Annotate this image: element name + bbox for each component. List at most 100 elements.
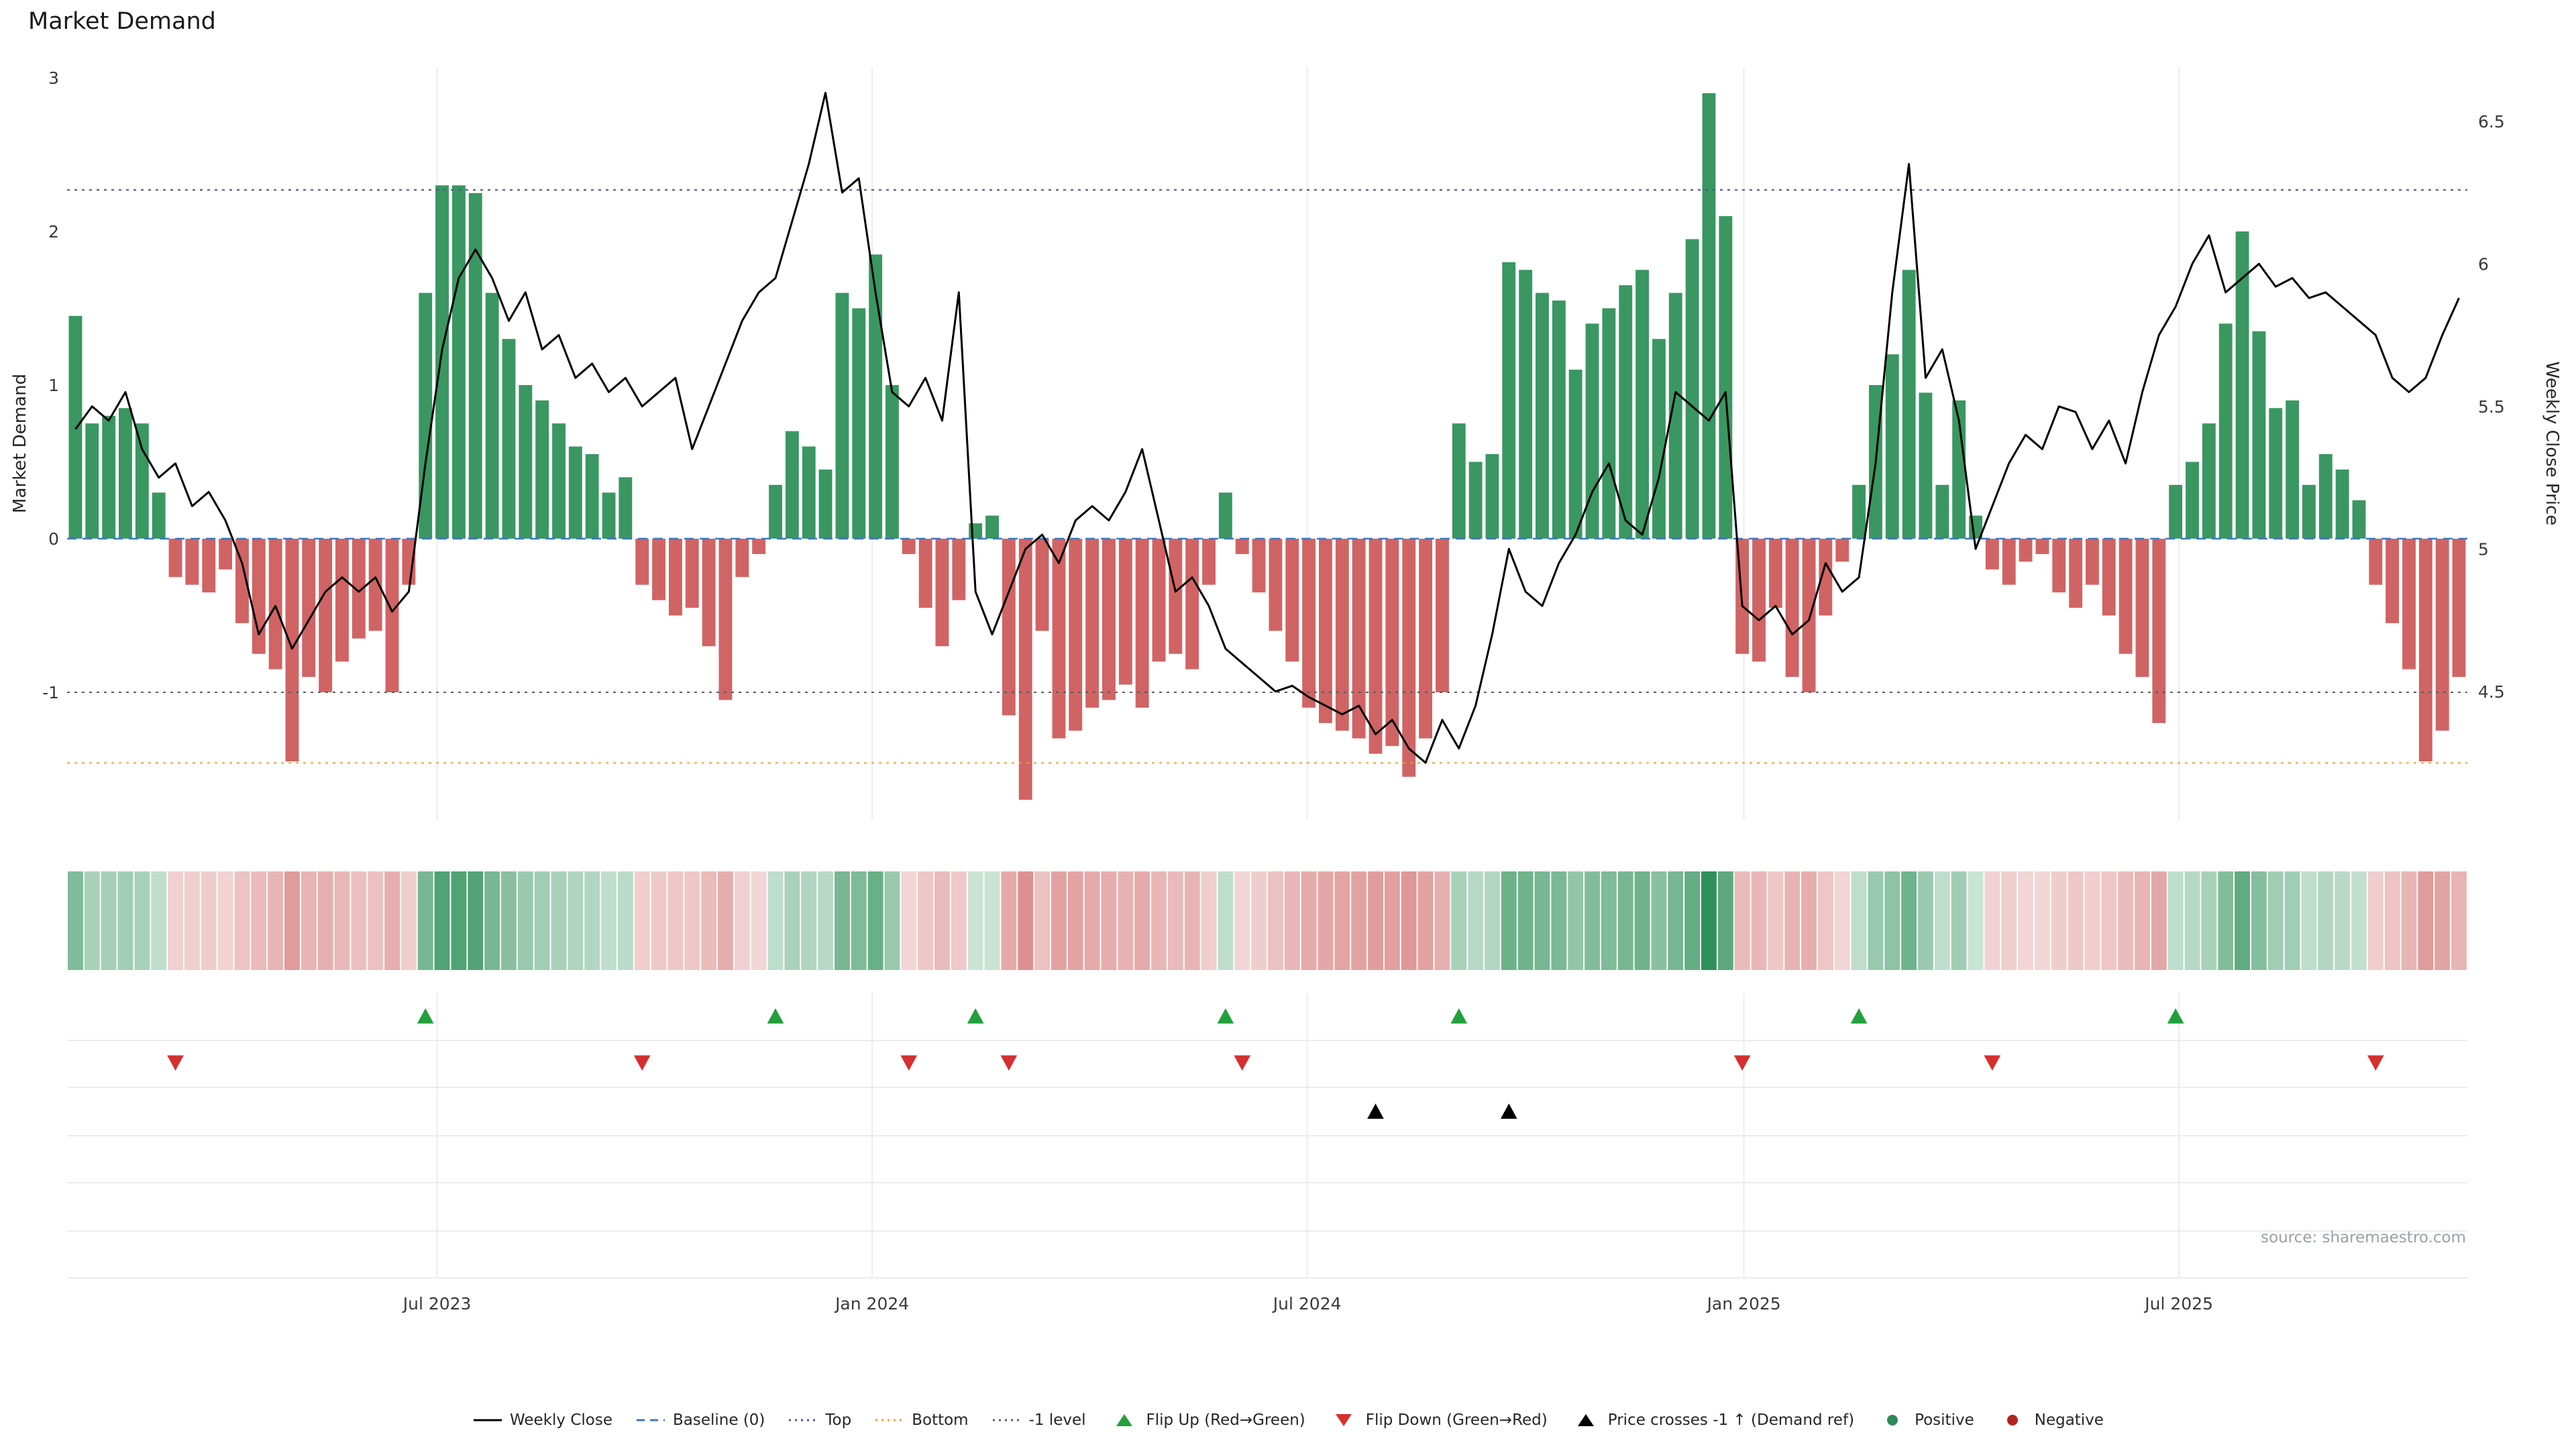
positive-icon — [1887, 1415, 1898, 1426]
x-tick-label: Jan 2024 — [834, 1294, 909, 1313]
demand-bar — [1468, 462, 1483, 539]
demand-bar — [1885, 354, 1899, 539]
source-text: source: sharemaestro.com — [2261, 1229, 2466, 1246]
demand-bar — [1702, 93, 1716, 539]
heatmap-cell — [417, 871, 433, 970]
heatmap-cell — [1551, 871, 1567, 970]
demand-bar — [2118, 539, 2133, 654]
heatmap-cell — [284, 871, 300, 970]
demand-bar — [902, 539, 916, 554]
demand-bar — [2186, 462, 2199, 539]
heatmap-cell — [1501, 871, 1517, 970]
demand-bar — [2402, 539, 2416, 669]
demand-bar — [368, 539, 382, 631]
legend-item-flip-up: Flip Up (Red→Green) — [1109, 1411, 1305, 1429]
demand-bar — [2086, 539, 2099, 585]
demand-bar — [2302, 484, 2316, 539]
legend-item-baseline: Baseline (0) — [635, 1411, 765, 1429]
demand-bar — [2352, 500, 2366, 539]
heatmap-cell — [1884, 871, 1900, 970]
heatmap-cell — [2118, 871, 2134, 970]
left-tick-label: 3 — [48, 68, 59, 88]
heatmap-cell — [1868, 871, 1884, 970]
heatmap-cell — [217, 871, 233, 970]
heatmap-cell — [68, 871, 83, 970]
market-demand-chart: 3 2 1 0 -1 6.5 6 5.5 5 4.5 Jul 2023 Jan 2024 Jul 202… — [42, 67, 2505, 1313]
heatmap-cell — [835, 871, 850, 970]
flip-down-marker — [1984, 1055, 2001, 1071]
heatmap-cell — [334, 871, 350, 970]
demand-bar — [1335, 539, 1349, 731]
demand-bar — [2418, 539, 2432, 761]
heatmap-cell — [1184, 871, 1200, 970]
weekly-close-icon — [474, 1419, 502, 1421]
heatmap-cell — [1568, 871, 1584, 970]
heatmap-cell — [1401, 871, 1417, 970]
legend-label: Flip Down (Green→Red) — [1365, 1411, 1548, 1429]
left-tick-label: 2 — [48, 222, 59, 241]
demand-bar — [1502, 262, 1516, 539]
heatmap-cell — [2267, 871, 2284, 970]
demand-bar — [302, 539, 316, 678]
demand-bar — [1436, 539, 1449, 692]
demand-bar — [1269, 539, 1283, 631]
heatmap-cell — [1451, 871, 1467, 970]
heatmap-cell — [1768, 871, 1784, 970]
heatmap-cell — [1218, 871, 1234, 970]
bottom-icon — [875, 1419, 904, 1421]
heatmap-cell — [2434, 871, 2451, 970]
heatmap-cell — [718, 871, 733, 970]
flip-up-marker — [2167, 1008, 2184, 1024]
demand-bar — [2385, 539, 2400, 623]
heatmap-cell — [1934, 871, 1950, 970]
demand-bar — [602, 492, 616, 539]
flip-down-marker — [167, 1055, 184, 1071]
heatmap-cell — [951, 871, 967, 970]
demand-bar — [785, 431, 799, 539]
heatmap-cell — [651, 871, 667, 970]
heatmap-cell — [534, 871, 550, 970]
heatmap-cell — [751, 871, 767, 970]
right-tick-label: 5.5 — [2478, 397, 2505, 417]
x-tick-label: Jul 2023 — [402, 1294, 472, 1313]
legend-label: Bottom — [912, 1411, 969, 1429]
demand-bar — [1235, 539, 1249, 554]
demand-bar — [252, 539, 266, 654]
heatmap-cell — [934, 871, 950, 970]
flip-down-marker — [900, 1055, 918, 1071]
heatmap-cell — [618, 871, 633, 970]
heatmap-cell — [2401, 871, 2417, 970]
heatmap-cell — [701, 871, 717, 970]
demand-bar — [2286, 400, 2300, 539]
flip-up-marker — [1450, 1008, 1468, 1024]
legend-item-flip-down: Flip Down (Green→Red) — [1328, 1411, 1548, 1429]
heatmap-cell — [1434, 871, 1450, 970]
demand-bar — [1819, 539, 1833, 616]
heatmap-cell — [801, 871, 817, 970]
demand-bar — [1485, 454, 1499, 539]
heatmap-cell — [1684, 871, 1701, 970]
demand-bar — [585, 454, 599, 539]
demand-bar — [2152, 539, 2166, 723]
heatmap-cell — [234, 871, 250, 970]
heatmap-cell — [1918, 871, 1933, 970]
right-tick-label: 6 — [2478, 254, 2489, 274]
heatmap-cell — [1234, 871, 1250, 970]
heatmap-cell — [1668, 871, 1684, 970]
heatmap-cell — [2184, 871, 2200, 970]
heatmap-cell — [2351, 871, 2367, 970]
demand-bar — [485, 292, 499, 539]
demand-bar — [1069, 539, 1083, 731]
heatmap-cell — [2135, 871, 2150, 970]
demand-bar — [352, 539, 366, 639]
heatmap-cell — [1901, 871, 1917, 970]
demand-bar — [1368, 539, 1383, 754]
heatmap-cell — [568, 871, 584, 970]
demand-bar — [852, 308, 866, 539]
demand-bar — [1135, 539, 1149, 708]
left-tick-label: -1 — [42, 683, 59, 702]
heatmap-cell — [784, 871, 800, 970]
left-tick-label: 1 — [48, 376, 59, 395]
legend-item-bottom: Bottom — [874, 1411, 969, 1429]
heatmap-cell — [2035, 871, 2050, 970]
